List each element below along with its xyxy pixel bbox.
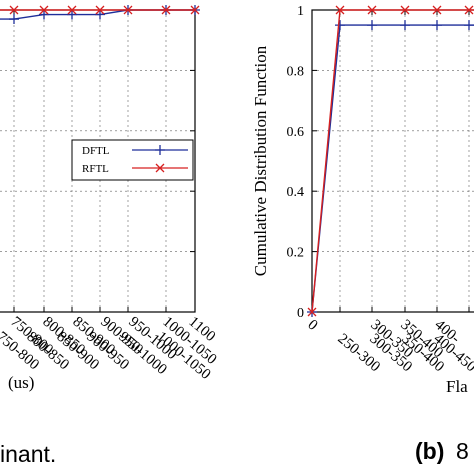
legend-label-rftl: RFTL	[82, 163, 109, 175]
right-point-rftl	[400, 5, 410, 15]
right-y-ticks: 0 0.2 0.4 0.6 0.8 1	[287, 4, 470, 321]
right-point-rftl	[367, 5, 377, 15]
left-point-dftl	[39, 9, 49, 20]
right-plot: 0 0.2 0.4 0.6 0.8 1 0 300-350350-400400-250-30…	[251, 4, 474, 464]
right-x-tick-labels: 0 300-350350-400400-250-300300-350350-400…	[304, 317, 474, 375]
legend-box	[71, 139, 194, 181]
left-point-rftl	[123, 5, 133, 15]
right-point-dftl	[367, 20, 377, 31]
right-y-axis-label: Cumulative Distribution Function	[251, 45, 270, 276]
right-point-dftl	[464, 20, 474, 31]
y-tick-label: 0	[297, 306, 304, 321]
legend-label-dftl: DFTL	[82, 145, 110, 157]
left-point-dftl	[95, 9, 105, 20]
right-point-dftl	[400, 20, 410, 31]
right-point-dftl	[335, 20, 345, 31]
right-point-rftl	[307, 307, 317, 317]
left-point-rftl	[67, 5, 77, 15]
left-point-rftl	[9, 5, 19, 15]
right-caption-label: (b)	[415, 438, 444, 464]
right-point-dftl	[432, 20, 442, 31]
right-series-line-rftl	[311, 9, 474, 313]
right-series-line-dftl	[311, 24, 474, 313]
left-x-axis-label: (us)	[8, 373, 34, 392]
x-tick-label: 0	[304, 317, 320, 334]
left-series	[0, 5, 200, 25]
left-caption: inant.	[0, 441, 56, 467]
left-point-rftl	[95, 5, 105, 15]
right-grid	[312, 10, 474, 312]
right-x-axis-label: Fla	[446, 377, 468, 396]
left-point-dftl	[9, 14, 19, 25]
left-plot: 750-800800-850850-900900-950950-10001000…	[0, 5, 220, 467]
right-point-rftl	[432, 5, 442, 15]
y-tick-label: 0.2	[287, 246, 305, 261]
right-point-rftl	[464, 5, 474, 15]
y-tick-label: 0.8	[287, 64, 305, 79]
left-point-rftl	[39, 5, 49, 15]
y-tick-label: 0.6	[287, 125, 305, 140]
y-tick-label: 1	[297, 4, 304, 19]
right-series	[307, 5, 474, 317]
legend: DFTL RFTL	[71, 139, 194, 181]
right-point-rftl	[335, 5, 345, 15]
left-point-dftl	[67, 9, 77, 20]
left-point-rftl	[161, 5, 171, 15]
legend-marker-rftl	[155, 163, 165, 173]
y-tick-label: 0.4	[287, 185, 305, 200]
legend-marker-dftl	[155, 145, 165, 155]
left-point-rftl	[190, 5, 200, 15]
right-caption-text: 8	[456, 438, 469, 464]
